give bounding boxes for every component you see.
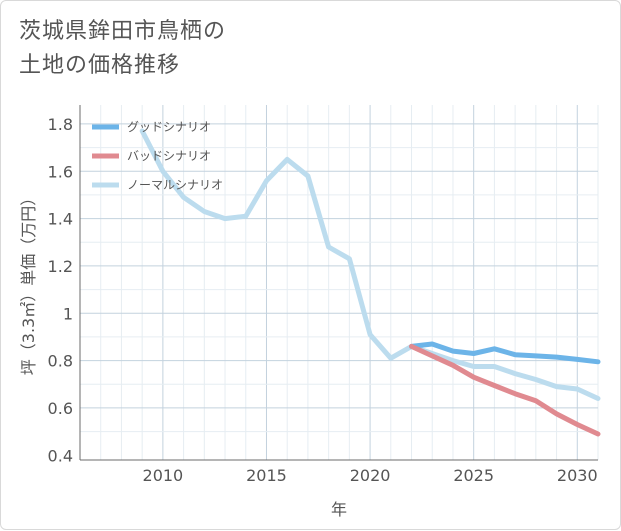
y-axis-title: 坪（3.3㎡）単価（万円）: [19, 190, 38, 375]
y-tick-label: 0.8: [48, 352, 73, 371]
y-tick-label: 1: [63, 304, 73, 323]
series-line: [409, 341, 601, 365]
y-tick-label: 1.2: [48, 257, 73, 276]
legend-label: バッドシナリオ: [127, 149, 211, 163]
x-tick-label: 2010: [143, 466, 184, 485]
y-tick-label: 1.4: [48, 210, 73, 229]
series-line: [139, 128, 601, 401]
legend-label: ノーマルシナリオ: [127, 178, 223, 192]
legend-label: グッドシナリオ: [127, 120, 211, 134]
x-axis-title: 年: [331, 500, 347, 519]
chart-title: 茨城県鉾田市鳥栖の 土地の価格推移: [19, 19, 227, 78]
series-line: [409, 343, 601, 437]
y-tick-label: 1.8: [48, 115, 73, 134]
x-tick-label: 2020: [350, 466, 391, 485]
y-tick-label: 0.6: [48, 399, 73, 418]
x-tick-label: 2015: [246, 466, 287, 485]
y-tick-label: 0.4: [48, 446, 73, 465]
x-tick-label: 2030: [557, 466, 598, 485]
y-tick-label: 1.6: [48, 162, 73, 181]
x-tick-label: 2025: [453, 466, 494, 485]
